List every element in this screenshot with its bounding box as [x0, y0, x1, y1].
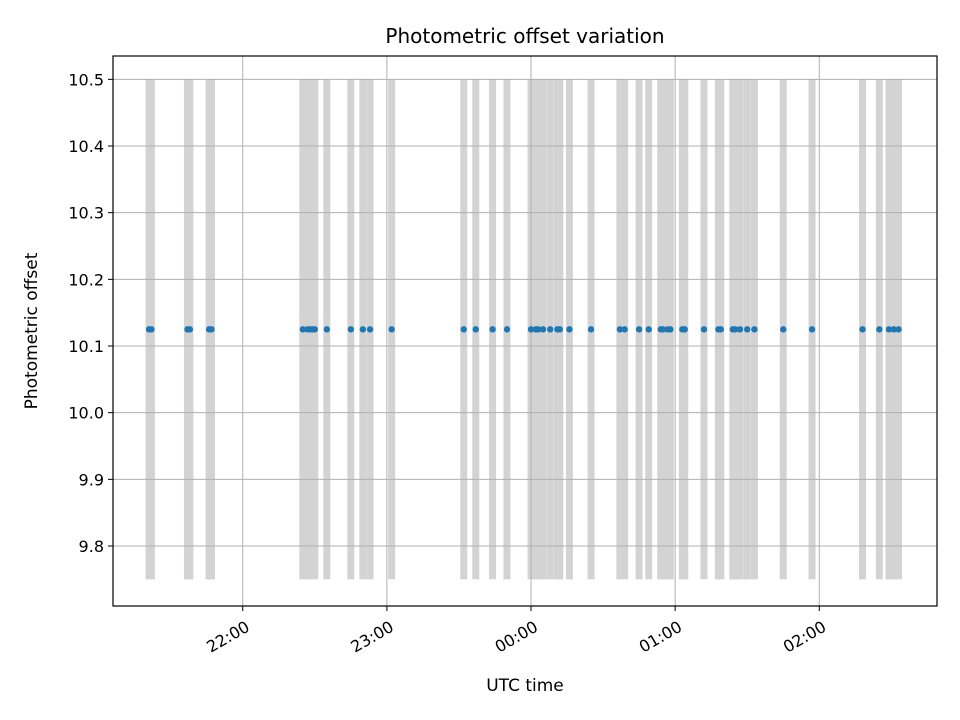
data-point	[645, 326, 652, 333]
plot-frame	[112, 55, 938, 607]
y-tick-label: 10.1	[68, 337, 104, 356]
data-point	[535, 326, 542, 333]
data-point	[876, 326, 883, 333]
data-point	[388, 326, 395, 333]
data-point	[472, 326, 479, 333]
data-point	[489, 326, 496, 333]
y-axis-label: Photometric offset	[22, 252, 42, 409]
data-point	[780, 326, 787, 333]
data-point	[732, 326, 739, 333]
grid-lines	[113, 56, 937, 606]
data-point	[299, 326, 306, 333]
y-tick-label: 9.9	[79, 470, 104, 489]
data-point	[503, 326, 511, 333]
x-axis-label: UTC time	[486, 676, 564, 696]
data-point	[359, 326, 367, 333]
data-point	[808, 326, 816, 333]
data-point	[621, 326, 628, 333]
x-tick-label: 23:00	[347, 617, 396, 657]
data-point	[659, 326, 667, 333]
data-point	[311, 326, 318, 333]
data-point	[681, 326, 688, 333]
y-axis-ticks: 9.8 9.9 10.0 10.1 10.2 10.3 10.4 10.5	[68, 70, 113, 556]
y-tick-label: 10.4	[68, 137, 104, 156]
x-tick-label: 02:00	[780, 617, 829, 657]
data-point	[208, 326, 215, 333]
data-point	[539, 326, 547, 333]
x-tick-label: 22:00	[203, 617, 252, 657]
y-tick-label: 10.0	[68, 404, 104, 423]
data-point	[347, 326, 355, 333]
data-point	[751, 326, 758, 333]
x-tick-label: 00:00	[492, 617, 541, 657]
data-point	[667, 326, 674, 333]
data-point	[460, 326, 467, 333]
x-tick-label: 01:00	[636, 617, 685, 657]
data-points	[145, 326, 902, 333]
data-point	[547, 326, 554, 333]
y-tick-label: 10.2	[68, 270, 104, 289]
y-tick-label: 9.8	[79, 537, 104, 556]
data-point	[744, 326, 751, 333]
x-axis-ticks: 22:00 23:00 00:00 01:00 02:00	[203, 606, 829, 657]
y-tick-label: 10.3	[68, 204, 104, 223]
data-point	[587, 326, 595, 333]
data-point	[366, 326, 374, 333]
data-point	[736, 326, 744, 333]
data-point	[566, 326, 573, 333]
data-point	[859, 326, 866, 333]
data-point	[895, 326, 902, 333]
data-point	[527, 326, 535, 333]
y-tick-label: 10.5	[68, 70, 104, 89]
data-point	[890, 326, 897, 333]
plot-background	[113, 56, 937, 606]
data-point	[556, 326, 564, 333]
data-point	[323, 326, 331, 333]
chart-title: Photometric offset variation	[385, 24, 664, 48]
data-point	[186, 326, 194, 333]
data-point	[148, 326, 155, 333]
data-point	[717, 326, 724, 333]
data-point	[700, 326, 708, 333]
data-point	[635, 326, 643, 333]
data-point	[616, 326, 624, 333]
data-point	[885, 326, 893, 333]
